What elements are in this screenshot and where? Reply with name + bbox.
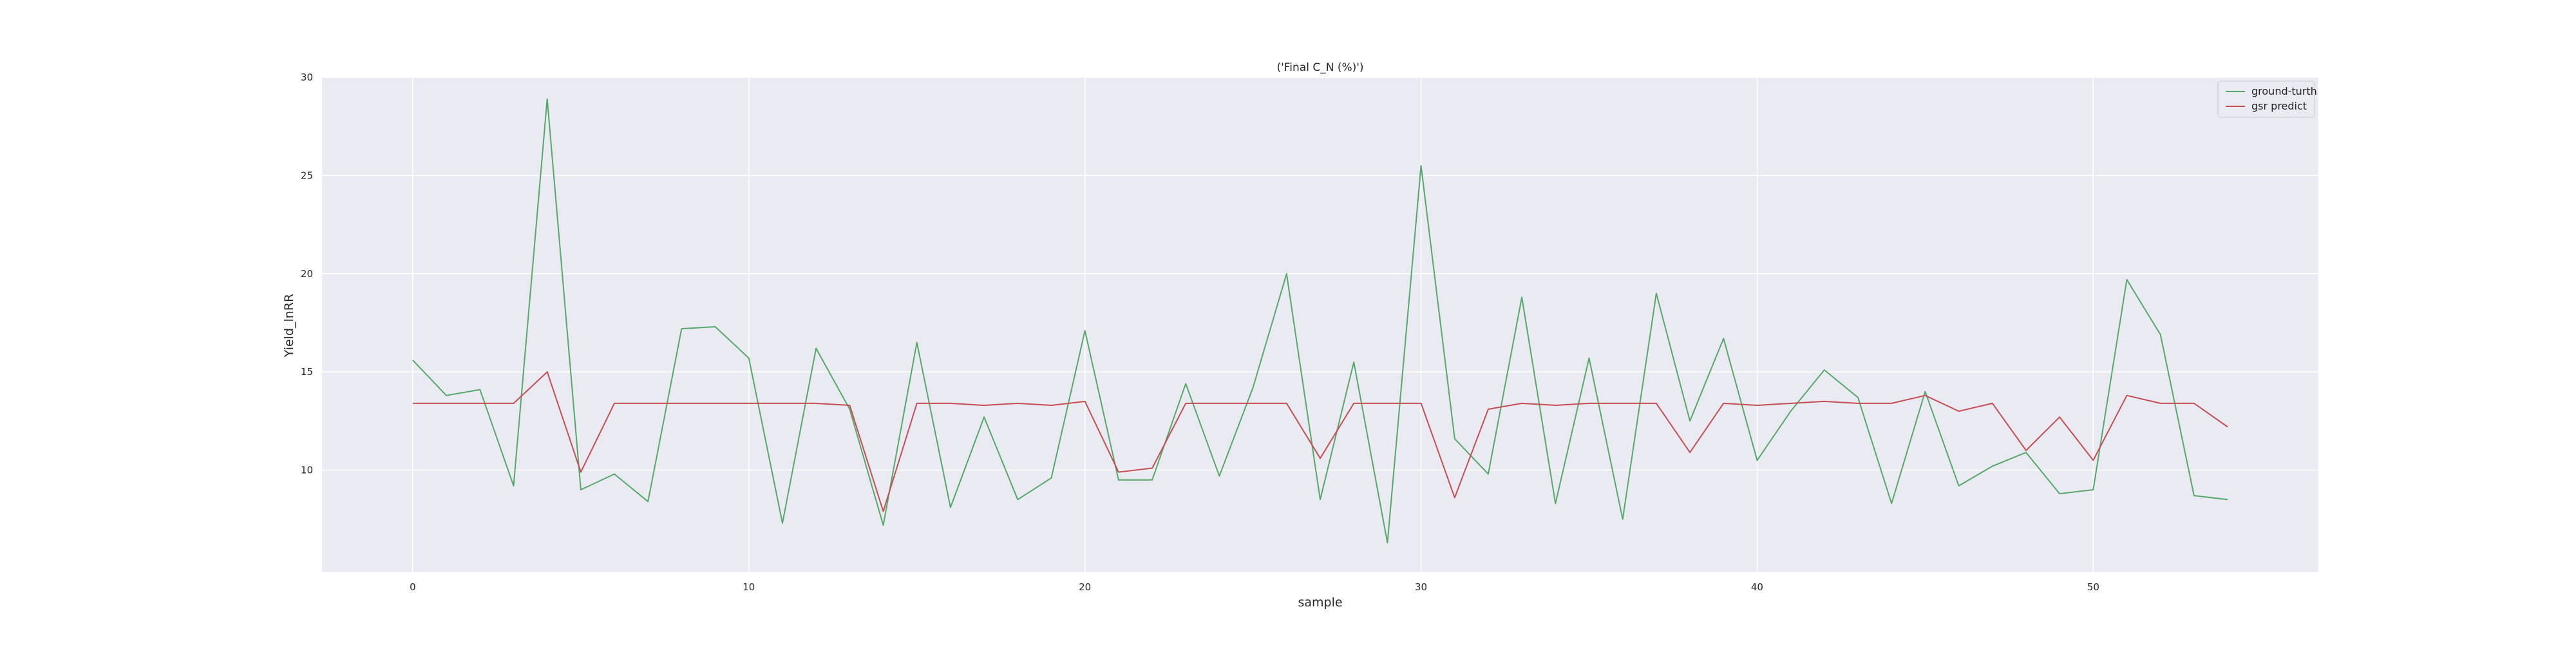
x-tick-label: 40 — [1751, 581, 1763, 593]
x-tick-label: 50 — [2087, 581, 2099, 593]
legend: ground-turth gsr predict — [2217, 81, 2317, 118]
x-axis-label: sample — [1298, 595, 1342, 610]
x-tick-label: 0 — [410, 581, 416, 593]
y-axis-label: Yield_lnRR — [282, 294, 296, 358]
series-lines — [412, 98, 2228, 544]
legend-label: gsr predict — [2251, 100, 2307, 112]
x-tick-label: 20 — [1079, 581, 1091, 593]
legend-label: ground-turth — [2251, 85, 2317, 97]
legend-box — [2217, 81, 2315, 118]
series-line-ground-turth — [412, 98, 2228, 544]
y-tick-label: 20 — [301, 268, 313, 280]
y-tick-label: 10 — [301, 465, 313, 476]
series-line-gsr-predict — [412, 371, 2228, 512]
y-tick-label: 15 — [301, 366, 313, 378]
y-tick-label: 30 — [301, 72, 313, 83]
x-tick-label: 10 — [743, 581, 755, 593]
y-tick-label: 25 — [301, 169, 313, 181]
x-tick-label: 30 — [1415, 581, 1427, 593]
plot-background — [322, 77, 2318, 572]
ticks: 0 10 20 30 40 50 10 15 20 25 30 — [301, 72, 2099, 593]
chart-title: ('Final C_N (%)') — [1276, 61, 1363, 74]
